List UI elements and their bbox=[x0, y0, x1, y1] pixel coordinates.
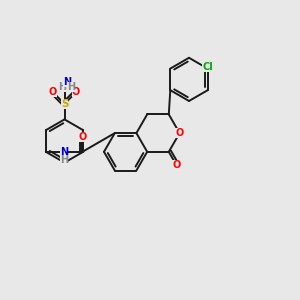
Text: H: H bbox=[60, 155, 68, 165]
Text: N: N bbox=[60, 147, 68, 157]
Text: O: O bbox=[176, 128, 184, 138]
Text: H: H bbox=[58, 82, 66, 92]
Text: O: O bbox=[78, 132, 86, 142]
Text: S: S bbox=[61, 99, 68, 109]
Text: O: O bbox=[172, 160, 180, 170]
Text: N: N bbox=[63, 77, 71, 87]
Text: H: H bbox=[67, 82, 75, 92]
Text: Cl: Cl bbox=[202, 62, 213, 72]
Text: O: O bbox=[72, 87, 80, 98]
Text: O: O bbox=[49, 87, 57, 98]
